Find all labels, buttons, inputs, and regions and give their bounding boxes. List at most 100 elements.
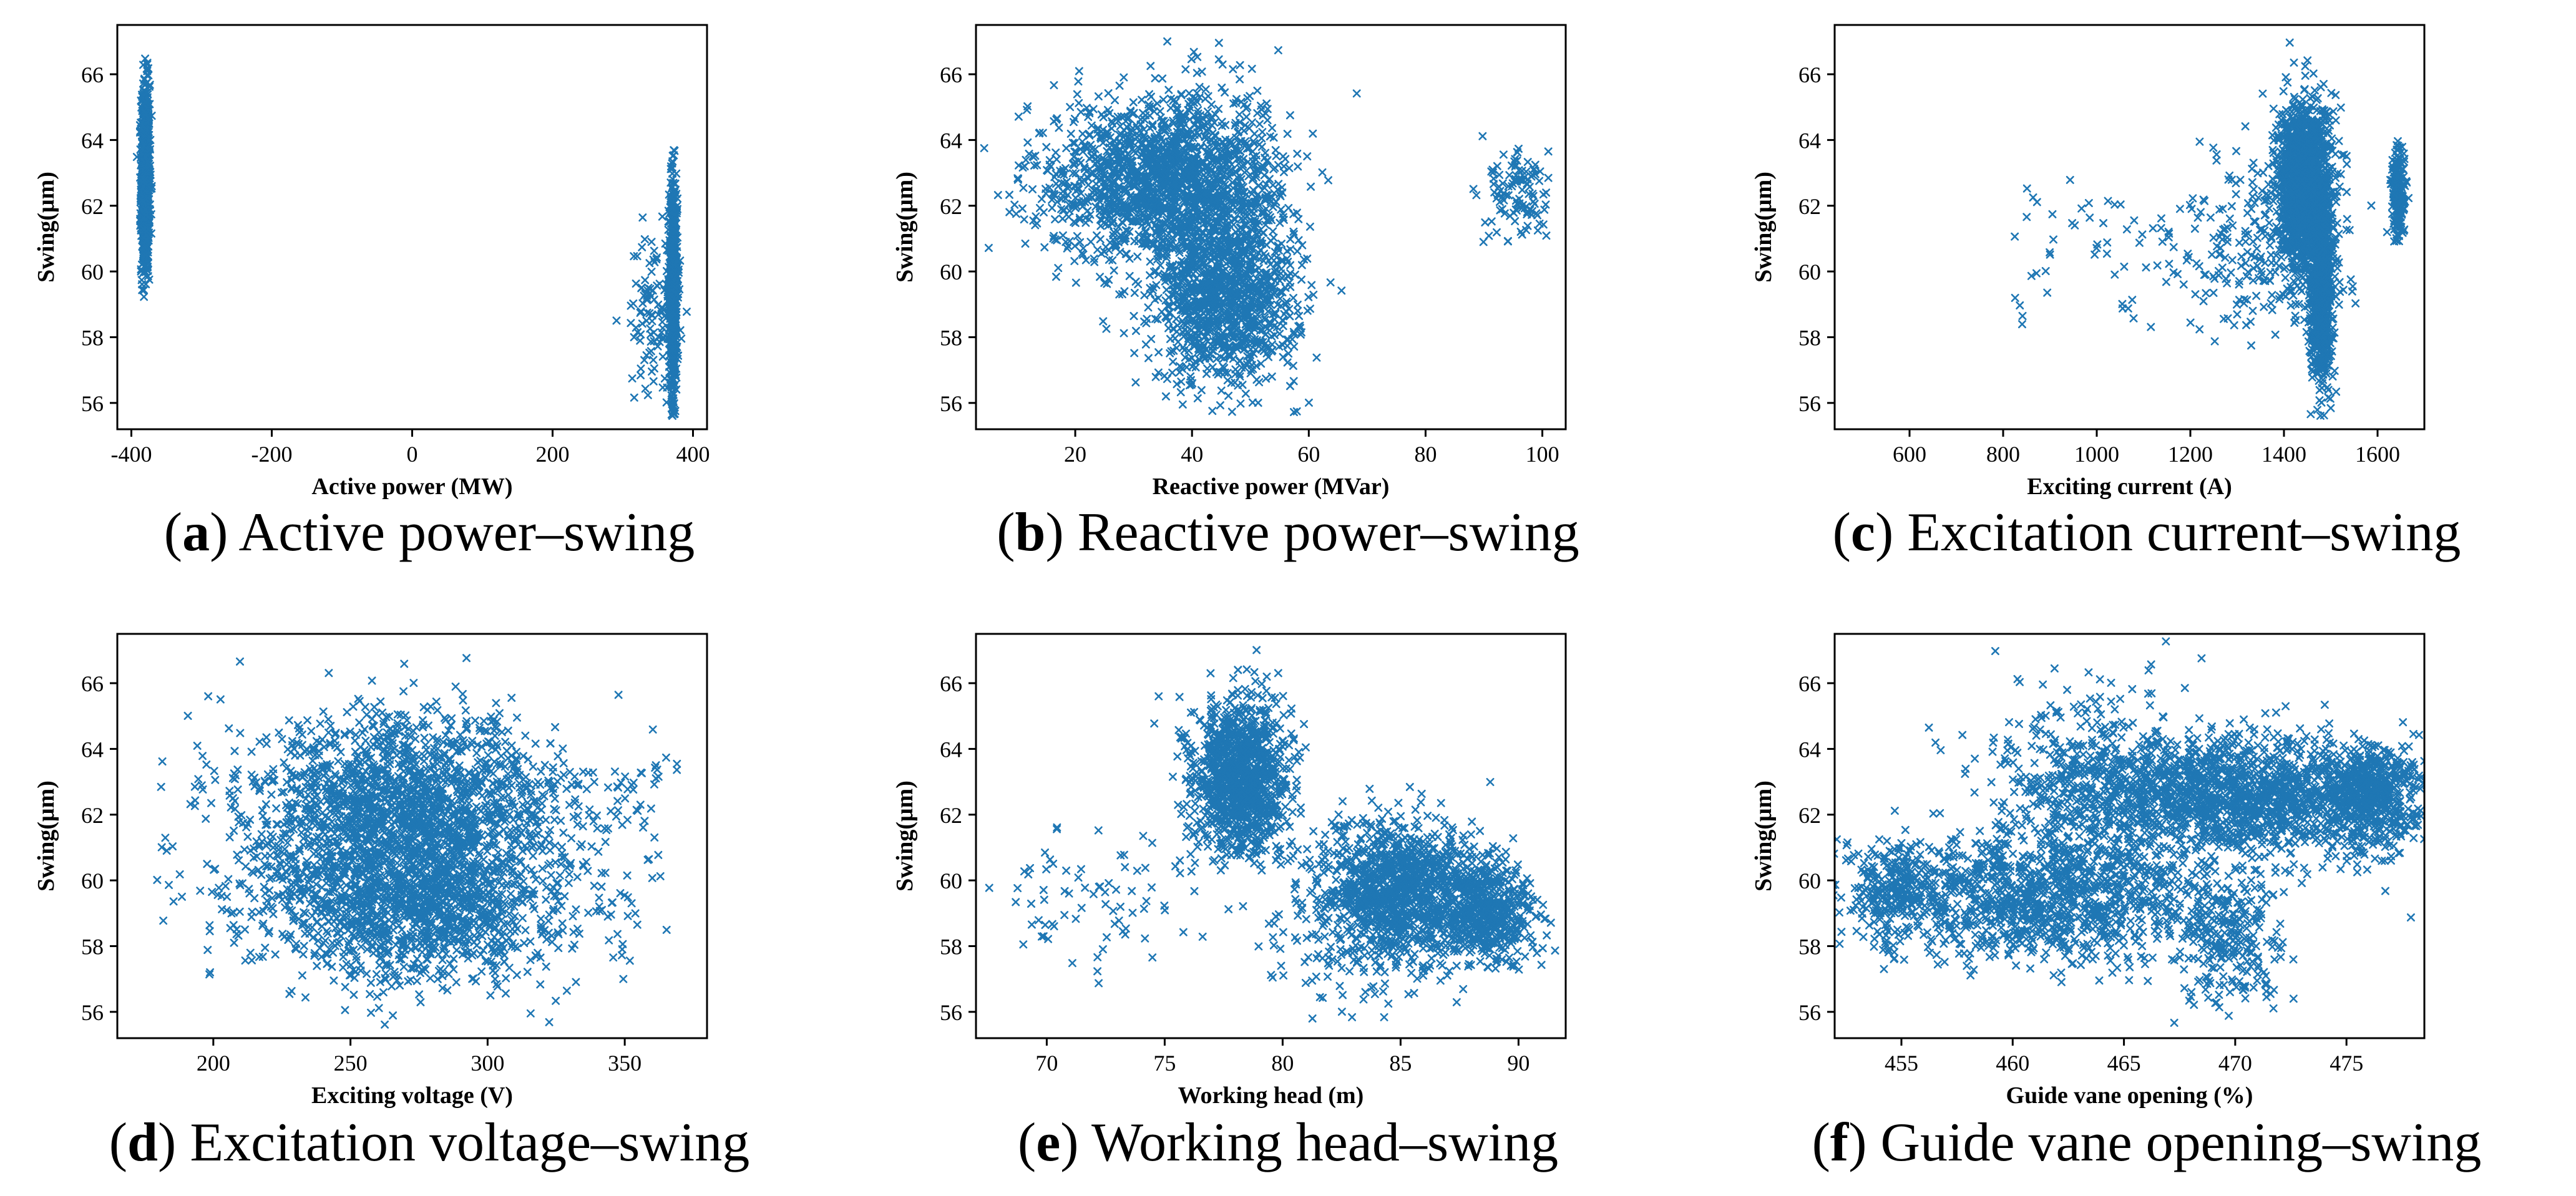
data-point	[1134, 144, 1143, 153]
data-point	[1164, 85, 1173, 94]
data-point	[1110, 137, 1118, 145]
data-point	[1093, 125, 1102, 134]
data-point	[1146, 257, 1154, 266]
data-point	[1153, 99, 1161, 108]
data-point	[640, 291, 648, 300]
data-point	[1070, 218, 1078, 226]
data-point	[1289, 227, 1298, 236]
data-point	[1216, 401, 1224, 410]
data-point	[1130, 198, 1139, 207]
data-point	[1105, 139, 1114, 148]
data-point	[1162, 253, 1171, 262]
data-point	[1173, 110, 1181, 119]
data-point	[1249, 173, 1257, 182]
data-point	[1014, 112, 1023, 121]
data-point	[668, 219, 677, 228]
data-point	[1141, 228, 1150, 236]
data-point	[1023, 138, 1032, 147]
data-point	[1071, 203, 1080, 212]
data-point	[1070, 147, 1079, 156]
data-point	[1080, 175, 1088, 184]
data-point	[1286, 312, 1294, 321]
data-point	[670, 360, 679, 369]
data-point	[637, 371, 645, 379]
data-point	[139, 121, 147, 130]
data-point	[1012, 210, 1020, 218]
data-point	[1052, 115, 1061, 124]
data-point	[1130, 288, 1139, 297]
data-point	[1115, 81, 1124, 90]
data-point	[1053, 198, 1061, 207]
data-point	[1540, 205, 1549, 214]
data-point	[1129, 175, 1138, 184]
data-point	[1071, 278, 1080, 287]
data-point	[1104, 89, 1113, 97]
y-tick-label: 66	[81, 62, 104, 87]
data-point	[630, 252, 638, 261]
data-point	[1151, 74, 1159, 82]
data-point	[667, 263, 676, 271]
data-point	[1108, 256, 1117, 265]
y-tick-label: 62	[81, 194, 104, 219]
x-tick-label: 100	[1526, 442, 1559, 467]
data-point	[1175, 248, 1184, 257]
data-point	[1183, 183, 1192, 192]
data-point	[1103, 147, 1111, 155]
data-point	[141, 251, 150, 260]
data-point	[1544, 147, 1553, 156]
data-point	[1535, 177, 1544, 185]
data-point	[1523, 158, 1532, 167]
chart-c: 600 800 1000 1200 1400 1600565860626466Exciti…	[1750, 24, 2426, 500]
data-point	[1224, 182, 1232, 191]
data-point	[612, 316, 621, 325]
data-point	[1270, 189, 1279, 198]
data-point	[1244, 172, 1253, 180]
data-point	[1258, 128, 1267, 137]
data-point	[1085, 154, 1094, 163]
data-point	[1071, 193, 1080, 202]
data-point	[1243, 144, 1252, 153]
data-point	[658, 318, 666, 326]
data-point	[663, 246, 671, 255]
data-point	[1082, 104, 1091, 112]
data-point	[1141, 111, 1150, 120]
data-point	[1511, 217, 1520, 226]
data-point	[1171, 334, 1179, 343]
data-point	[1303, 306, 1312, 315]
data-point	[1235, 110, 1244, 119]
data-point	[1214, 55, 1223, 64]
data-point	[1075, 99, 1083, 107]
data-point	[1231, 121, 1239, 130]
data-point	[1138, 95, 1146, 104]
data-point	[1117, 208, 1126, 216]
data-point	[1111, 143, 1120, 152]
data-point	[1210, 118, 1219, 127]
data-point	[1236, 118, 1244, 127]
data-point	[1193, 115, 1202, 124]
data-point	[1040, 243, 1049, 251]
data-point	[1203, 161, 1211, 170]
data-point	[1153, 315, 1162, 324]
data-point	[1293, 149, 1302, 158]
data-point	[1260, 171, 1269, 180]
data-point	[1214, 165, 1222, 174]
data-point	[1051, 179, 1060, 188]
data-point	[1146, 271, 1154, 280]
data-point	[1073, 90, 1081, 99]
data-point	[1084, 112, 1093, 121]
data-point	[1169, 148, 1178, 157]
data-point	[146, 162, 155, 170]
axes-frame	[975, 24, 1567, 430]
data-point	[1149, 207, 1158, 215]
data-point	[1192, 150, 1201, 159]
data-point	[658, 212, 666, 221]
data-point	[1093, 231, 1101, 240]
data-point	[677, 334, 686, 343]
data-point	[1189, 47, 1198, 56]
data-point	[672, 190, 681, 198]
data-point	[1063, 244, 1071, 253]
data-point	[666, 241, 675, 250]
data-point	[672, 285, 681, 294]
data-point	[1220, 167, 1229, 176]
